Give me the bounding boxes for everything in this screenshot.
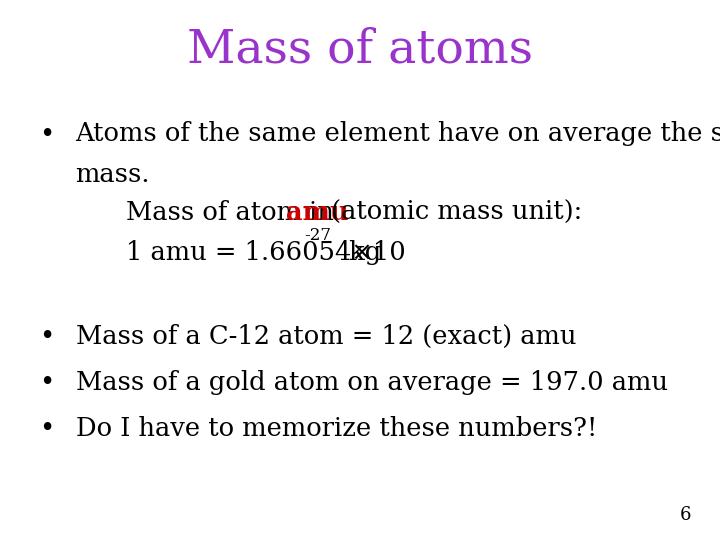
Text: •: • — [40, 122, 55, 146]
Text: mass.: mass. — [76, 162, 150, 187]
Text: •: • — [40, 370, 55, 395]
Text: amu: amu — [286, 200, 348, 225]
Text: Mass of atoms: Mass of atoms — [187, 27, 533, 72]
Text: •: • — [40, 324, 55, 349]
Text: •: • — [40, 416, 55, 441]
Text: Do I have to memorize these numbers?!: Do I have to memorize these numbers?! — [76, 416, 597, 441]
Text: 1 amu = 1.66054×10: 1 amu = 1.66054×10 — [126, 240, 406, 265]
Text: -27: -27 — [305, 227, 331, 244]
Text: Mass of a C-12 atom = 12 (exact) amu: Mass of a C-12 atom = 12 (exact) amu — [76, 324, 576, 349]
Text: 6: 6 — [680, 506, 691, 524]
Text: Mass of atom in: Mass of atom in — [126, 200, 342, 225]
Text: Atoms of the same element have on average the same: Atoms of the same element have on averag… — [76, 122, 720, 146]
Text: (atomic mass unit):: (atomic mass unit): — [323, 200, 582, 225]
Text: Mass of a gold atom on average = 197.0 amu: Mass of a gold atom on average = 197.0 a… — [76, 370, 667, 395]
Text: kg: kg — [341, 240, 381, 265]
